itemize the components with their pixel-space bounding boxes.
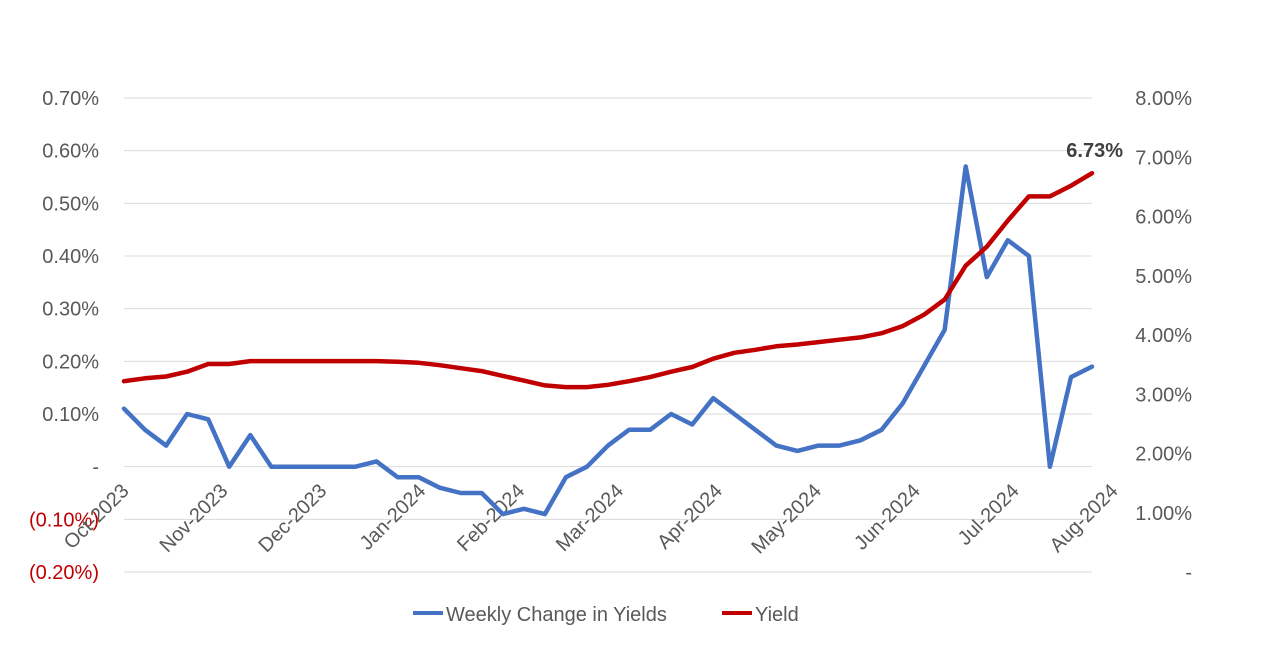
right-tick-label: 1.00% bbox=[1135, 503, 1192, 525]
right-tick-label: 8.00% bbox=[1135, 88, 1192, 110]
legend: Weekly Change in Yields Yield bbox=[413, 604, 799, 626]
x-tick-label: Aug-2024 bbox=[1046, 480, 1123, 557]
left-tick-label: 0.40% bbox=[42, 246, 99, 268]
series-line-weekly-change bbox=[121, 164, 1095, 517]
left-tick-label: 0.60% bbox=[42, 141, 99, 163]
x-tick-label: Dec-2023 bbox=[254, 480, 331, 557]
legend-label-weekly-change: Weekly Change in Yields bbox=[446, 604, 667, 626]
left-tick-label: 0.70% bbox=[42, 88, 99, 110]
right-tick-label: 6.00% bbox=[1135, 207, 1192, 229]
right-tick-label: 4.00% bbox=[1135, 325, 1192, 347]
x-tick-label: Nov-2023 bbox=[156, 480, 233, 557]
right-tick-label: 2.00% bbox=[1135, 444, 1192, 466]
left-tick-label: 0.10% bbox=[42, 404, 99, 426]
yield-last-value-label: 6.73% bbox=[1066, 140, 1123, 162]
series-line-yield bbox=[121, 170, 1095, 390]
legend-label-yield: Yield bbox=[755, 604, 799, 626]
x-tick-label: Mar-2024 bbox=[552, 480, 628, 556]
left-axis-ticks: 0.70% 0.60% 0.50% 0.40% 0.30% 0.20% 0.10% - (0.1… bbox=[29, 88, 99, 584]
x-tick-label: Jul-2024 bbox=[954, 480, 1024, 550]
left-tick-label: (0.10%) bbox=[29, 509, 99, 531]
right-axis-ticks: 8.00% 7.00% 6.00% 5.00% 4.00% 3.00% 2.00% 1.00%… bbox=[1135, 88, 1192, 584]
left-tick-label: 0.50% bbox=[42, 193, 99, 215]
right-tick-label: - bbox=[1185, 562, 1192, 584]
x-tick-label: Jan-2024 bbox=[356, 480, 431, 555]
right-tick-label: 7.00% bbox=[1135, 147, 1192, 169]
right-tick-label: 3.00% bbox=[1135, 384, 1192, 406]
left-tick-label: 0.30% bbox=[42, 299, 99, 321]
left-tick-label: 0.20% bbox=[42, 351, 99, 373]
left-tick-label: - bbox=[92, 457, 99, 479]
x-tick-label: Jun-2024 bbox=[850, 480, 925, 555]
annotations: 6.73% bbox=[1066, 140, 1123, 162]
series-lines bbox=[121, 164, 1095, 517]
x-tick-label: Apr-2024 bbox=[653, 480, 727, 554]
right-tick-label: 5.00% bbox=[1135, 266, 1192, 288]
left-tick-label: (0.20%) bbox=[29, 562, 99, 584]
